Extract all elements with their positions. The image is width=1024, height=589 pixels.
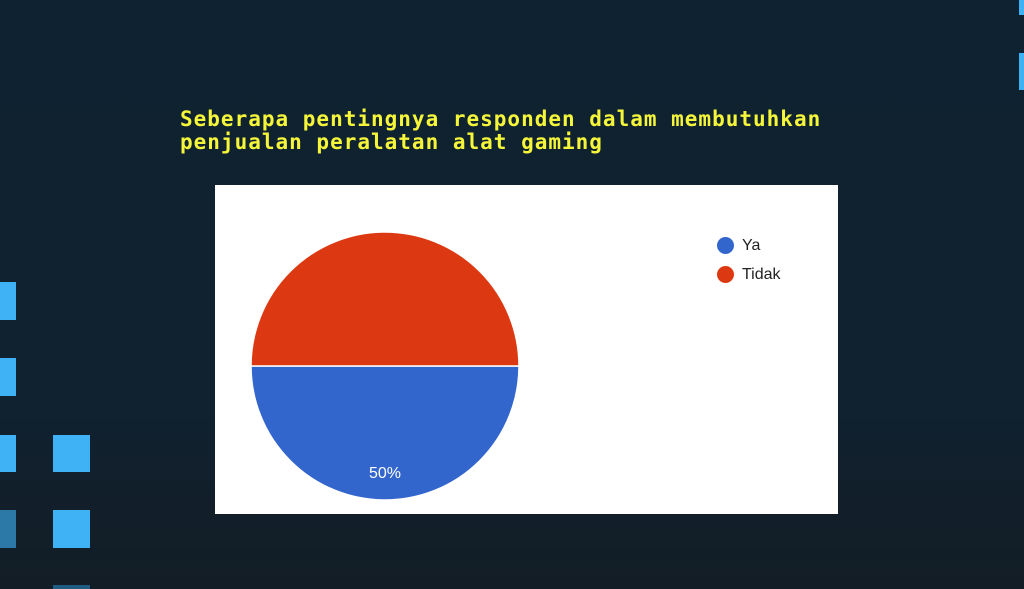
pie-chart-card: 50%50% Ya Tidak bbox=[215, 185, 838, 514]
legend-item-tidak: Tidak bbox=[717, 260, 781, 289]
decorative-square bbox=[0, 435, 16, 472]
decorative-square bbox=[0, 282, 16, 320]
decorative-square bbox=[1019, 53, 1024, 90]
legend-item-ya: Ya bbox=[717, 231, 781, 260]
pie-slice-ya bbox=[250, 365, 520, 501]
decorative-square bbox=[0, 358, 16, 396]
pie-slice-tidak bbox=[250, 231, 520, 367]
legend-swatch bbox=[717, 266, 734, 283]
chart-legend: Ya Tidak bbox=[717, 231, 781, 289]
pie-slice-label-tidak: 50% bbox=[369, 465, 401, 482]
legend-label: Tidak bbox=[742, 265, 781, 283]
decorative-square bbox=[53, 510, 90, 548]
decorative-square bbox=[1019, 0, 1024, 15]
decorative-square bbox=[53, 435, 90, 472]
legend-swatch bbox=[717, 237, 734, 254]
legend-label: Ya bbox=[742, 236, 761, 254]
decorative-square bbox=[0, 510, 16, 548]
pie-chart: 50%50% bbox=[250, 231, 520, 501]
slide-title: Seberapa pentingnya responden dalam memb… bbox=[180, 107, 835, 154]
decorative-square bbox=[53, 585, 90, 589]
